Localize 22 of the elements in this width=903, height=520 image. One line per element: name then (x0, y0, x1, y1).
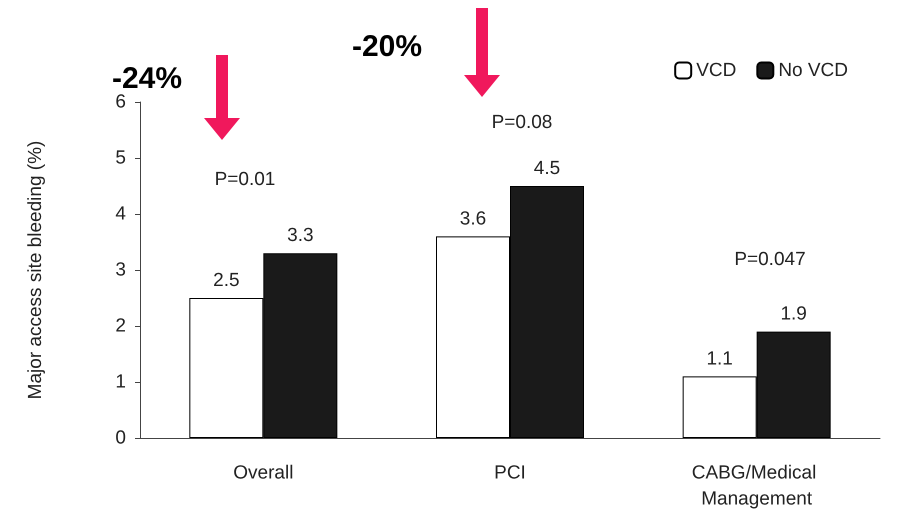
annotation: P=0.08 (492, 112, 552, 134)
y-axis-title: Major access site bleeding (%) (25, 140, 46, 400)
legend-label: VCD (696, 60, 736, 81)
data-label: 1.9 (780, 304, 807, 325)
y-tick-label: 1 (115, 372, 126, 392)
data-label: 4.5 (534, 158, 560, 179)
y-tick-label: 5 (115, 148, 126, 168)
x-tick-label: PCI (494, 462, 526, 484)
annotation: P=0.01 (214, 169, 276, 191)
data-label: 3.3 (287, 225, 314, 246)
x-tick-label: CABG/Medical Management (692, 462, 822, 510)
y-tick-label: 4 (115, 204, 126, 224)
data-label: 2.5 (213, 270, 240, 291)
y-tick-label: 3 (115, 260, 126, 280)
data-label: 1.1 (706, 348, 733, 370)
y-tick-label: 2 (115, 316, 126, 336)
x-tick-label: Overall (233, 462, 294, 484)
legend-label: No VCD (778, 60, 848, 81)
text: -20% (352, 30, 422, 64)
y-tick-label: 0 (115, 428, 126, 448)
data-label: 3.6 (460, 208, 486, 230)
annotation: P=0.047 (734, 249, 806, 271)
